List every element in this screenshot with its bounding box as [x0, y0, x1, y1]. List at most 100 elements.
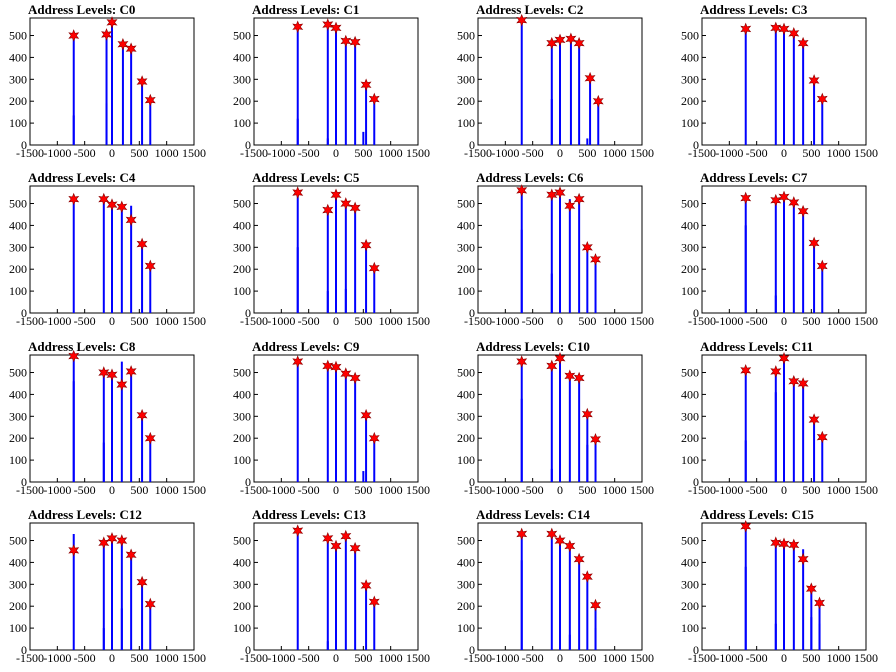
peak-star-marker: [590, 432, 602, 446]
x-tick-label: 0: [781, 314, 787, 328]
chart-panel: Address Levels: C14 0 100 200 300 400 500 -1500…: [457, 507, 654, 665]
x-tick-label: 500: [802, 314, 820, 328]
y-tick-label: 100: [681, 116, 699, 130]
x-tick-label: -1000: [267, 651, 295, 665]
peak-star-marker: [360, 238, 372, 252]
x-tick-label: -500: [746, 314, 768, 328]
peak-star-marker: [330, 539, 342, 553]
chart-title: Address Levels: C1: [252, 2, 359, 17]
y-tick-label: 400: [681, 387, 699, 401]
x-tick-label: 500: [802, 651, 820, 665]
peak-star-marker: [814, 596, 826, 610]
peak-star-marker: [292, 524, 304, 538]
x-tick-label: 1500: [406, 314, 430, 328]
peak-star-marker: [106, 531, 118, 545]
y-tick-label: 200: [681, 431, 699, 445]
y-tick-label: 100: [457, 621, 475, 635]
y-tick-label: 400: [457, 387, 475, 401]
x-tick-label: 0: [109, 651, 115, 665]
x-tick-label: 0: [109, 146, 115, 160]
x-tick-label: 0: [333, 146, 339, 160]
peak-star-marker: [516, 527, 528, 541]
x-tick-label: 0: [557, 146, 563, 160]
y-tick-label: 0: [693, 643, 699, 657]
x-tick-label: 0: [781, 651, 787, 665]
chart-title: Address Levels: C14: [476, 507, 590, 522]
y-tick-label: 400: [9, 50, 27, 64]
y-tick-label: 200: [233, 599, 251, 613]
x-tick-label: 500: [354, 314, 372, 328]
peak-star-marker: [770, 365, 782, 378]
peak-star-marker: [546, 359, 558, 373]
x-tick-label: -1000: [715, 483, 743, 497]
x-tick-label: 500: [578, 146, 596, 160]
x-tick-label: 500: [130, 146, 148, 160]
x-tick-label: 1500: [182, 651, 206, 665]
peak-star-marker: [330, 21, 342, 35]
peak-star-marker: [546, 36, 558, 50]
peak-star-marker: [117, 38, 129, 51]
peak-star-marker: [368, 92, 380, 106]
peak-star-marker: [573, 371, 585, 385]
y-tick-label: 200: [457, 431, 475, 445]
x-tick-label: -1000: [267, 146, 295, 160]
x-tick-label: -1500: [16, 651, 44, 665]
x-tick-label: -1000: [715, 314, 743, 328]
y-tick-label: 100: [681, 453, 699, 467]
x-tick-label: 1000: [827, 651, 851, 665]
y-tick-label: 200: [9, 599, 27, 613]
y-tick-label: 0: [245, 306, 251, 320]
y-tick-label: 400: [233, 387, 251, 401]
peak-star-marker: [144, 93, 156, 107]
y-tick-label: 500: [233, 197, 251, 211]
peak-star-marker: [516, 13, 528, 27]
x-tick-label: -1500: [688, 483, 716, 497]
peak-star-marker: [573, 192, 585, 206]
y-tick-label: 500: [9, 366, 27, 380]
peak-star-marker: [136, 408, 148, 422]
x-tick-label: -1500: [16, 483, 44, 497]
x-tick-label: -1000: [43, 651, 71, 665]
y-tick-label: 500: [457, 29, 475, 43]
y-tick-label: 500: [681, 534, 699, 548]
peak-star-marker: [68, 29, 80, 42]
peak-star-marker: [581, 240, 593, 254]
x-tick-label: -1000: [491, 146, 519, 160]
x-tick-label: -1000: [491, 651, 519, 665]
peak-star-marker: [584, 71, 596, 85]
x-tick-label: -1500: [688, 651, 716, 665]
y-tick-label: 400: [681, 555, 699, 569]
x-tick-label: -1500: [240, 651, 268, 665]
y-tick-label: 100: [233, 621, 251, 635]
peak-star-marker: [778, 352, 790, 365]
y-tick-label: 0: [469, 643, 475, 657]
peak-star-marker: [322, 359, 334, 373]
chart-title: Address Levels: C12: [28, 507, 142, 522]
y-tick-label: 500: [9, 534, 27, 548]
y-tick-label: 500: [457, 197, 475, 211]
x-tick-label: 1000: [603, 483, 627, 497]
y-tick-label: 300: [9, 577, 27, 591]
x-tick-label: 1500: [854, 314, 878, 328]
peak-star-marker: [740, 363, 752, 377]
peak-star-marker: [349, 201, 361, 215]
peak-star-marker: [349, 371, 361, 385]
x-tick-label: 1000: [603, 146, 627, 160]
x-tick-label: 0: [333, 651, 339, 665]
chart-title: Address Levels: C10: [476, 339, 590, 354]
chart-panel: Address Levels: C20100200300400500-1500-…: [457, 2, 654, 160]
peak-star-marker: [340, 34, 352, 48]
y-tick-label: 500: [457, 366, 475, 380]
y-tick-label: 200: [9, 94, 27, 108]
y-tick-label: 500: [457, 534, 475, 548]
x-tick-label: -500: [522, 483, 544, 497]
peak-star-marker: [98, 366, 110, 379]
x-tick-label: 0: [557, 314, 563, 328]
y-tick-label: 400: [233, 555, 251, 569]
x-tick-label: -1500: [464, 483, 492, 497]
y-tick-label: 0: [21, 138, 27, 152]
x-tick-label: 1500: [182, 314, 206, 328]
x-tick-label: -1500: [688, 314, 716, 328]
chart-panel: Address Levels: C90100200300400500-1500-…: [233, 339, 430, 497]
peak-star-marker: [554, 534, 566, 547]
